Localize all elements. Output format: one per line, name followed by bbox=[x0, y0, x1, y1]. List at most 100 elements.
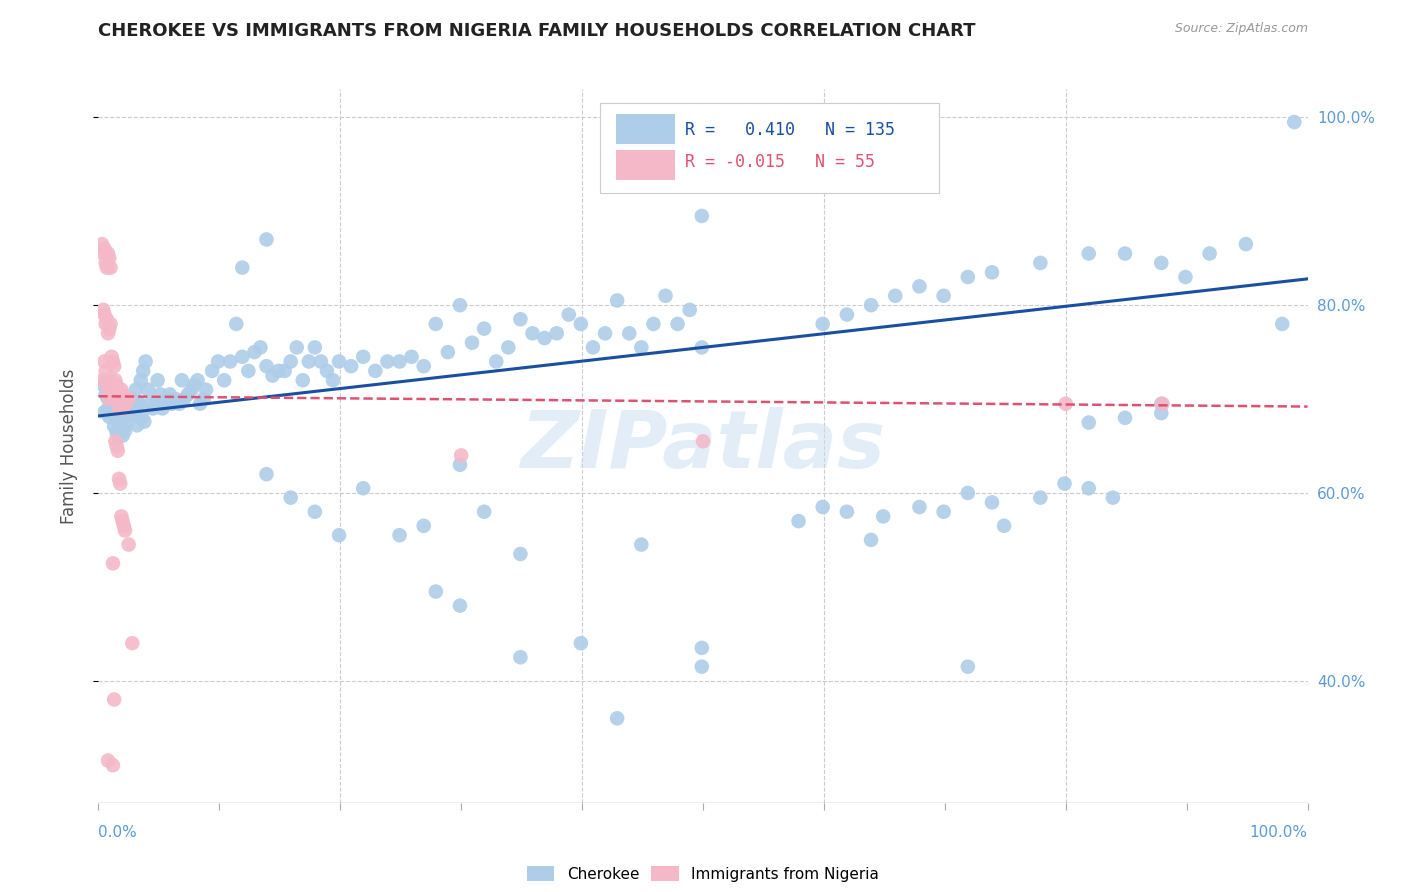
Point bbox=[94, 387, 117, 401]
Point bbox=[107, 387, 129, 401]
Point bbox=[100, 350, 122, 364]
Point bbox=[328, 528, 350, 542]
Point bbox=[91, 302, 114, 317]
Point bbox=[582, 340, 605, 354]
Point bbox=[156, 392, 179, 406]
Point bbox=[135, 354, 157, 368]
Point bbox=[485, 354, 508, 368]
Point bbox=[352, 481, 374, 495]
Point bbox=[104, 373, 127, 387]
Point bbox=[98, 321, 121, 335]
Text: Source: ZipAtlas.com: Source: ZipAtlas.com bbox=[1174, 22, 1308, 36]
Point bbox=[449, 458, 471, 472]
Point bbox=[97, 326, 120, 341]
Point bbox=[401, 350, 423, 364]
Point bbox=[280, 491, 302, 505]
Point bbox=[692, 434, 714, 449]
Text: ZIPatlas: ZIPatlas bbox=[520, 407, 886, 485]
Point bbox=[127, 397, 149, 411]
Point bbox=[509, 650, 531, 665]
Point bbox=[93, 242, 115, 256]
Point bbox=[932, 289, 955, 303]
Point bbox=[94, 317, 117, 331]
Point bbox=[131, 409, 153, 424]
Point bbox=[606, 293, 628, 308]
Point bbox=[956, 486, 979, 500]
Point bbox=[108, 397, 131, 411]
Point bbox=[593, 326, 616, 341]
Point bbox=[142, 401, 165, 416]
Point bbox=[993, 518, 1015, 533]
Point bbox=[498, 340, 520, 354]
Point bbox=[149, 387, 172, 401]
Point bbox=[96, 260, 118, 275]
Point bbox=[243, 345, 266, 359]
Point bbox=[1150, 397, 1173, 411]
Point bbox=[110, 401, 132, 416]
Point bbox=[835, 308, 858, 322]
Point bbox=[908, 279, 931, 293]
Point bbox=[690, 209, 713, 223]
Point bbox=[115, 418, 138, 433]
Point bbox=[169, 397, 191, 411]
Point bbox=[956, 270, 979, 285]
Point bbox=[183, 378, 205, 392]
Point bbox=[125, 383, 148, 397]
Point bbox=[811, 500, 834, 514]
FancyBboxPatch shape bbox=[616, 150, 675, 180]
Point bbox=[96, 373, 118, 387]
Point bbox=[110, 509, 132, 524]
Point bbox=[533, 331, 555, 345]
Point bbox=[364, 364, 387, 378]
Point bbox=[124, 409, 146, 423]
Point bbox=[956, 659, 979, 673]
Point bbox=[1029, 491, 1052, 505]
Point bbox=[159, 387, 181, 401]
Point bbox=[304, 340, 326, 354]
Point bbox=[340, 359, 363, 374]
Point bbox=[449, 599, 471, 613]
Point bbox=[97, 383, 120, 397]
Point bbox=[94, 256, 117, 270]
FancyBboxPatch shape bbox=[600, 103, 939, 193]
Point bbox=[143, 397, 166, 411]
Point bbox=[298, 354, 321, 368]
Legend: Cherokee, Immigrants from Nigeria: Cherokee, Immigrants from Nigeria bbox=[520, 860, 886, 888]
Point bbox=[619, 326, 641, 341]
Point bbox=[114, 397, 136, 411]
Point bbox=[1077, 481, 1099, 495]
Point bbox=[111, 514, 134, 528]
Point bbox=[101, 378, 124, 392]
Point bbox=[111, 428, 134, 442]
Point bbox=[1114, 410, 1136, 425]
Point bbox=[100, 260, 122, 275]
Point bbox=[153, 397, 176, 411]
Point bbox=[1198, 246, 1220, 260]
Point bbox=[690, 659, 713, 673]
Point bbox=[173, 392, 195, 406]
Point bbox=[103, 692, 125, 706]
Point bbox=[105, 378, 128, 392]
Point bbox=[388, 528, 411, 542]
Point bbox=[1054, 397, 1077, 411]
Point bbox=[177, 387, 200, 401]
Point bbox=[108, 472, 131, 486]
Point bbox=[91, 237, 114, 252]
Point bbox=[630, 340, 652, 354]
Point bbox=[461, 335, 484, 350]
Point bbox=[94, 364, 117, 378]
Text: 0.0%: 0.0% bbox=[98, 825, 138, 840]
Text: CHEROKEE VS IMMIGRANTS FROM NIGERIA FAMILY HOUSEHOLDS CORRELATION CHART: CHEROKEE VS IMMIGRANTS FROM NIGERIA FAMI… bbox=[98, 22, 976, 40]
Point bbox=[100, 317, 122, 331]
Point bbox=[108, 416, 131, 430]
Point bbox=[377, 354, 399, 368]
Point bbox=[112, 401, 135, 416]
Point bbox=[105, 439, 128, 453]
Point bbox=[103, 419, 125, 434]
Point bbox=[872, 509, 894, 524]
Point bbox=[120, 392, 142, 406]
Point bbox=[118, 397, 141, 411]
Point bbox=[1102, 491, 1125, 505]
Point bbox=[249, 340, 271, 354]
Point bbox=[98, 251, 121, 265]
